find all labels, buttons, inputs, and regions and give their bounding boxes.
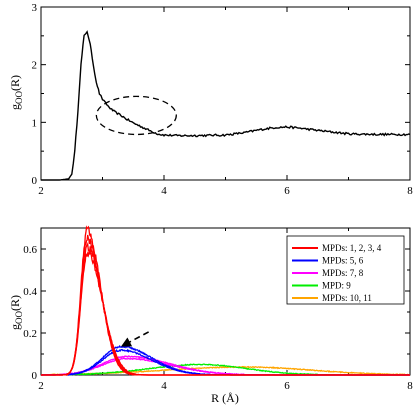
bottom-y-axis-label-main: g — [8, 324, 22, 330]
top-x-tick-label: 8 — [407, 185, 413, 197]
bottom-y-axis-label: gOO(R) — [8, 295, 24, 330]
top-x-tick-label: 6 — [284, 185, 290, 197]
bottom-y-axis-label-sub: OO — [14, 311, 24, 324]
top-y-tick-label: 0 — [32, 175, 38, 187]
top-x-tick-label: 4 — [161, 185, 167, 197]
bottom-y-axis-label-tail: (R) — [8, 295, 22, 311]
bottom-tick-labels: 2 4 6 8 0 0.2 0.4 0.6 — [23, 244, 413, 392]
bottom-y-tick-label: 0 — [32, 370, 38, 382]
top-y-axis-label-main: g — [8, 104, 22, 110]
bottom-y-tick-label: 0.6 — [23, 244, 37, 256]
arrow-head — [120, 337, 133, 347]
bottom-y-tick-label: 0.4 — [23, 286, 37, 298]
legend-label: MPDs: 10, 11 — [322, 293, 372, 303]
legend-label: MPD: 9 — [322, 281, 351, 291]
top-tick-labels: 2 4 6 8 0 1 2 3 — [32, 2, 414, 197]
top-series-line — [41, 30, 411, 181]
bottom-x-tick-label: 2 — [38, 380, 44, 392]
dashed-arrow-line — [129, 331, 150, 343]
top-y-axis-label-sub: OO — [14, 91, 24, 104]
x-axis-label: R (Å) — [211, 391, 239, 405]
bottom-x-tick-label: 4 — [161, 380, 167, 392]
bottom-series-group — [41, 225, 410, 376]
top-axis-ticks — [40, 6, 411, 181]
legend-label: MPDs: 7, 8 — [322, 268, 364, 278]
top-y-tick-label: 2 — [32, 60, 38, 72]
bottom-series-line — [41, 344, 410, 376]
top-x-tick-label: 2 — [38, 185, 44, 197]
top-panel: 2 4 6 8 0 1 2 3 gOO(R) — [8, 2, 413, 197]
bottom-series-line — [41, 225, 410, 376]
top-y-tick-label: 3 — [32, 2, 38, 14]
legend-items: MPDs: 1, 2, 3, 4 MPDs: 5, 6 MPDs: 7, 8 MPD:… — [292, 243, 382, 303]
top-y-axis-label: gOO(R) — [8, 75, 24, 110]
legend-label: MPDs: 1, 2, 3, 4 — [322, 243, 382, 253]
bottom-x-tick-label: 6 — [284, 380, 290, 392]
top-y-axis-label-tail: (R) — [8, 75, 22, 91]
legend-label: MPDs: 5, 6 — [322, 256, 364, 266]
top-series-group — [41, 30, 411, 181]
bottom-x-tick-label: 8 — [407, 380, 413, 392]
top-plot-frame — [40, 6, 411, 181]
dashed-ellipse-annotation — [95, 95, 177, 136]
top-y-tick-label: 1 — [32, 117, 38, 129]
bottom-y-tick-label: 0.2 — [23, 328, 37, 340]
legend: MPDs: 1, 2, 3, 4 MPDs: 5, 6 MPDs: 7, 8 MPD:… — [286, 235, 405, 305]
bottom-panel: 2 4 6 8 0 0.2 0.4 0.6 MPDs: 1, 2, 3, 4 MPDs: 5, … — [8, 225, 413, 405]
